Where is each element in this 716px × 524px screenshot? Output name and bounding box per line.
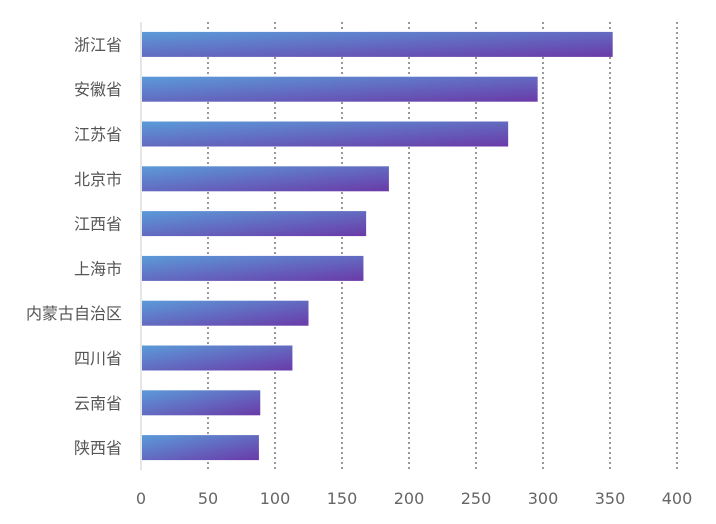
x-tick-label: 50 [198,489,218,508]
category-label: 浙江省 [74,35,122,54]
bar-8 [142,390,261,416]
x-tick-label: 400 [662,489,693,508]
category-label: 四川省 [74,349,122,368]
category-label: 北京市 [74,170,122,189]
x-tick-label: 250 [461,489,492,508]
bar-5 [142,255,364,281]
bar-6 [142,300,309,326]
category-label: 上海市 [74,259,122,278]
category-label: 内蒙古自治区 [26,304,122,323]
bar-9 [142,435,259,461]
x-tick-label: 200 [394,489,425,508]
x-tick-label: 300 [528,489,559,508]
x-tick-label: 0 [136,489,146,508]
bar-0 [142,31,613,57]
bar-1 [142,76,538,102]
category-label: 云南省 [74,394,122,413]
category-label: 安徽省 [74,80,122,99]
category-label: 江西省 [74,215,122,234]
bar-2 [142,121,509,147]
bar-4 [142,211,367,237]
bars [142,31,613,461]
bar-7 [142,345,293,371]
category-label: 陕西省 [74,439,122,458]
x-tick-labels: 0 50 100 150 200 250 300 350 400 [136,489,692,508]
x-tick-label: 100 [260,489,291,508]
bar-3 [142,166,389,192]
category-label: 江苏省 [74,125,122,144]
x-tick-label: 350 [595,489,626,508]
x-tick-label: 150 [327,489,358,508]
grid-lines [140,22,678,470]
